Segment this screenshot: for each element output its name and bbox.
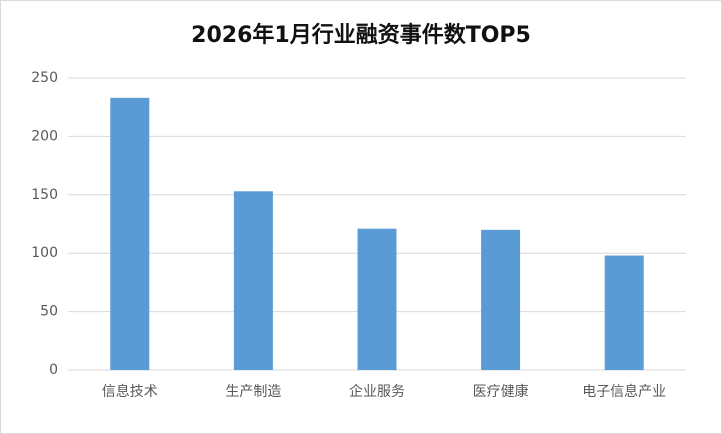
bar [481,229,521,370]
y-tick-label: 50 [40,304,58,320]
x-tick-label: 生产制造 [225,384,281,400]
y-tick-label: 0 [49,362,58,378]
y-tick-label: 200 [31,128,58,144]
y-tick-label: 150 [31,187,58,203]
x-tick-label: 信息技术 [102,383,158,400]
chart-title: 2026年1月行业融资事件数TOP5 [191,22,531,48]
bar [110,97,150,370]
x-tick-label: 电子信息产业 [582,383,666,400]
bar [604,255,644,370]
y-tick-label: 250 [31,70,58,86]
bar [233,191,273,370]
x-tick-label: 企业服务 [349,383,405,400]
bar [357,228,397,370]
x-tick-label: 医疗健康 [473,383,529,400]
y-tick-label: 100 [31,245,58,261]
